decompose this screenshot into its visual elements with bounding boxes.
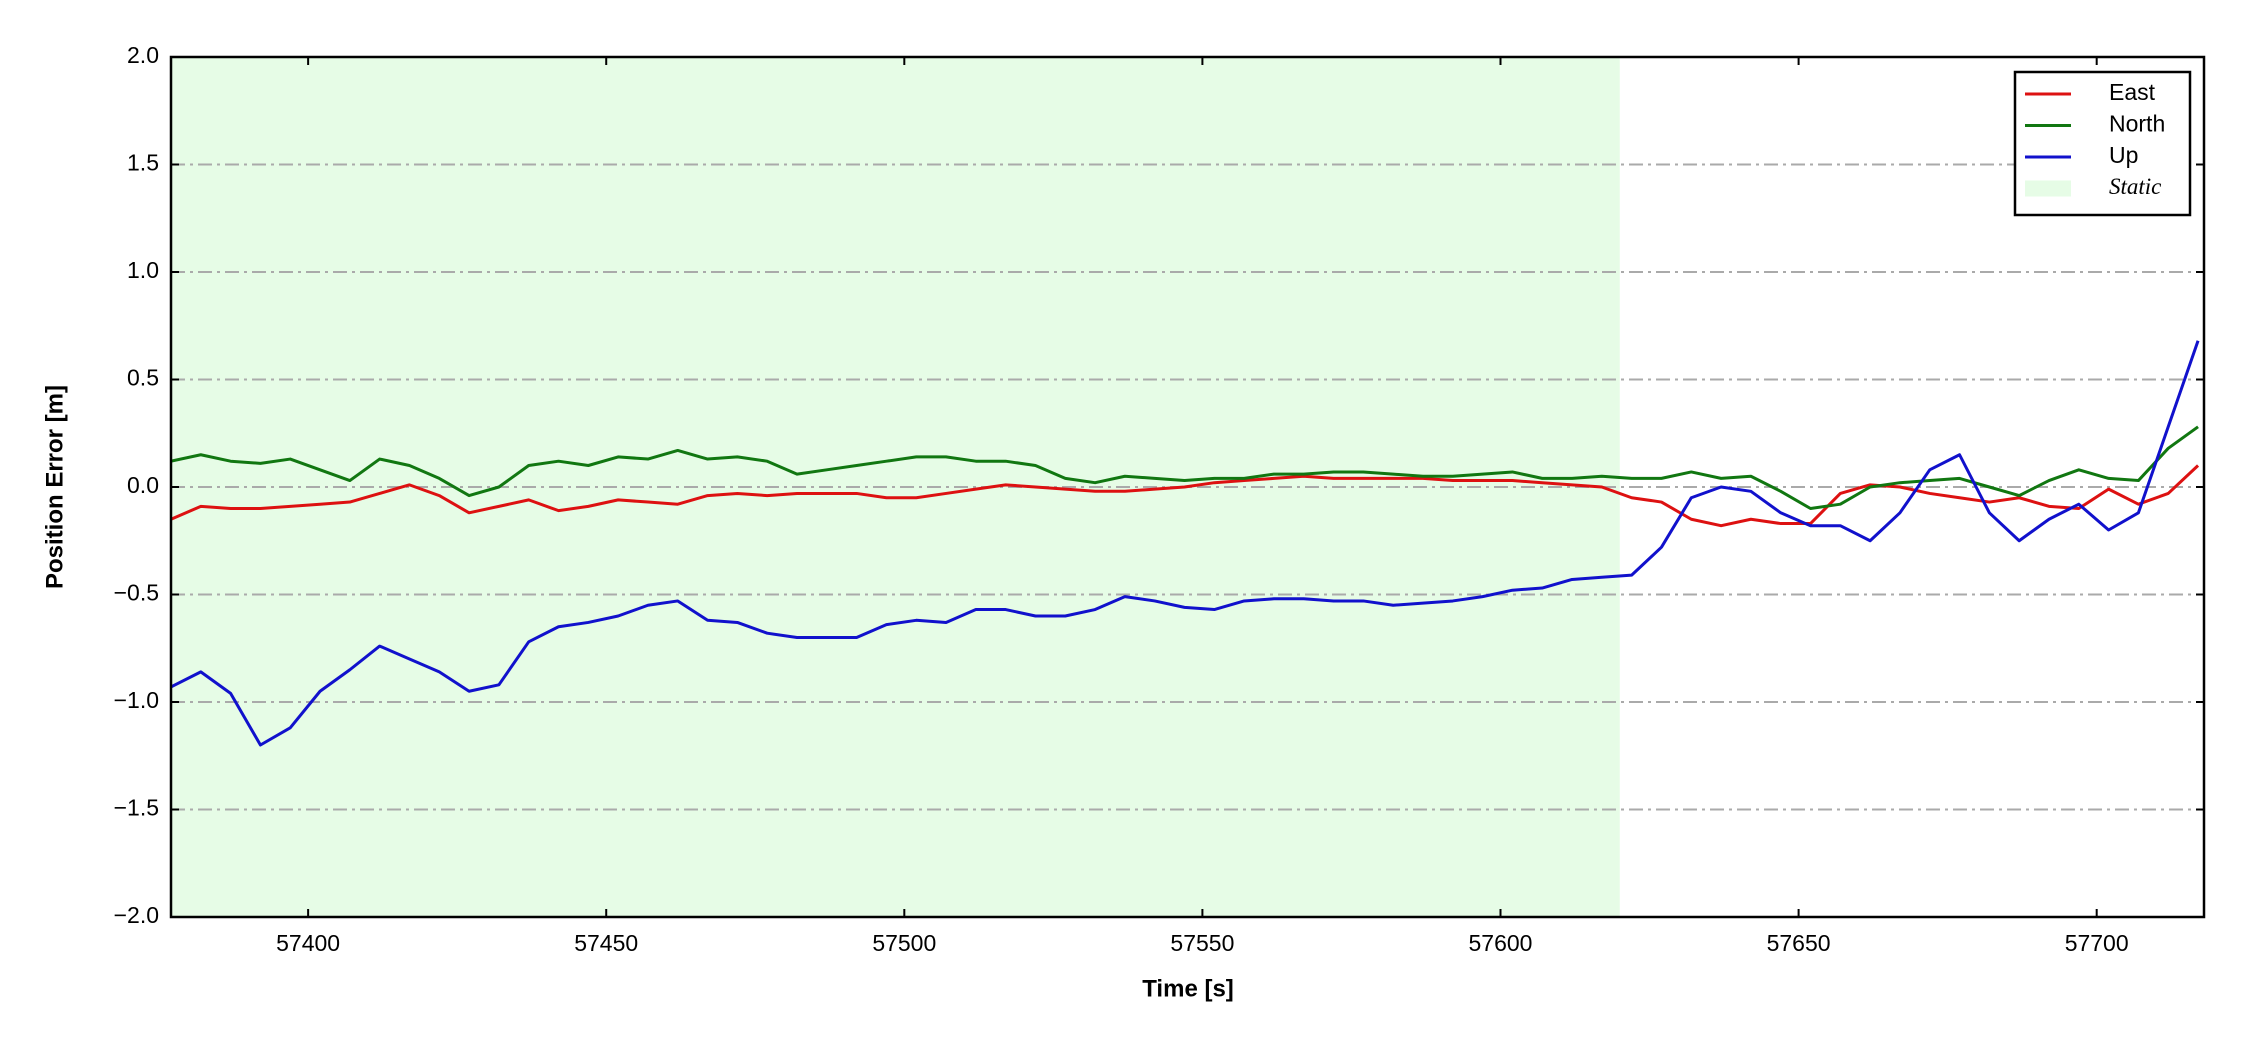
y-tick-label: −1.5	[114, 795, 159, 821]
x-tick-label: 57600	[1469, 930, 1533, 956]
line-east	[171, 464, 2200, 528]
y-tick-label: −0.5	[114, 580, 159, 606]
x-tick-label: 57500	[872, 930, 936, 956]
plot-frame	[169, 55, 2206, 919]
x-tick-label: 57450	[574, 930, 638, 956]
line-up	[171, 340, 2200, 747]
legend-label: East	[2109, 79, 2156, 105]
y-tick-label: 0.0	[127, 472, 159, 498]
y-tick-label: 2.0	[127, 42, 159, 68]
y-tick-label: 1.0	[127, 257, 159, 283]
x-axis-label: Time [s]	[1142, 975, 1234, 1002]
x-tick-label: 57400	[276, 930, 340, 956]
x-tick-label: 57550	[1170, 930, 1234, 956]
y-axis-label: Position Error [m]	[41, 385, 68, 589]
legend-swatch	[2025, 180, 2071, 197]
x-tick-label: 57700	[2065, 930, 2129, 956]
y-tick-label: 1.5	[127, 150, 159, 176]
legend-box	[2013, 70, 2192, 217]
y-tick-label: −2.0	[114, 902, 159, 928]
legend-label: North	[2109, 111, 2165, 137]
line-north	[171, 425, 2199, 510]
y-tick-label: 0.5	[127, 365, 159, 391]
y-tick-label: −1.0	[114, 687, 159, 713]
legend-label: Static	[2109, 174, 2161, 199]
x-tick-label: 57650	[1767, 930, 1831, 956]
legend: East North Up Static	[2013, 70, 2192, 217]
legend-label: Up	[2109, 142, 2138, 168]
